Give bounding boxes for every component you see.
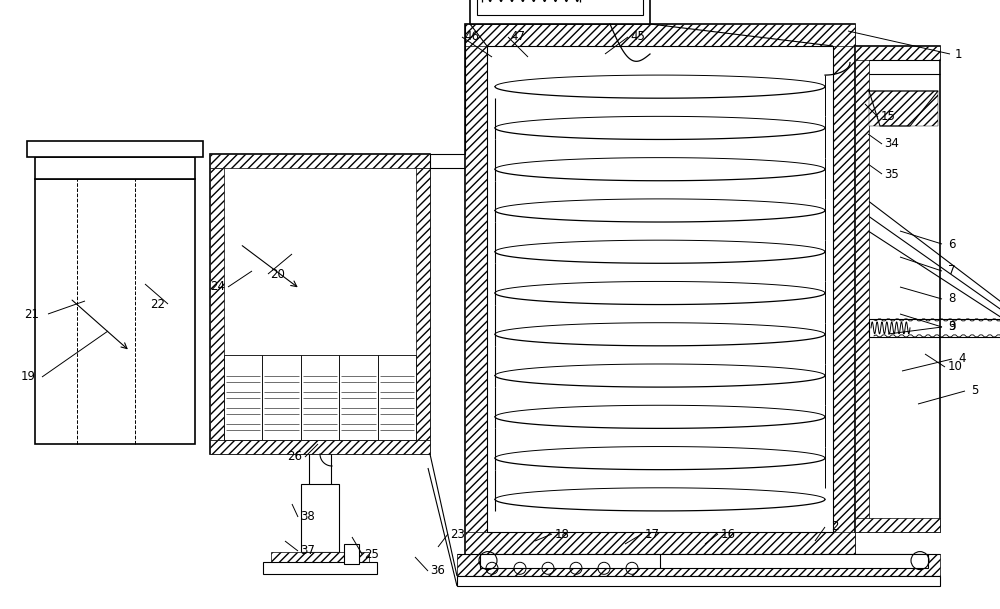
Bar <box>262 355 301 440</box>
Text: 46: 46 <box>464 30 480 43</box>
Text: 20: 20 <box>271 267 285 281</box>
Bar <box>480 554 928 568</box>
Text: 23: 23 <box>451 527 465 541</box>
Bar <box>263 562 377 574</box>
Bar <box>301 484 339 552</box>
Text: 9: 9 <box>948 320 956 334</box>
Text: 21: 21 <box>24 308 40 320</box>
Text: 47: 47 <box>511 30 526 43</box>
Text: 26: 26 <box>288 451 302 463</box>
Text: 2: 2 <box>831 521 839 533</box>
Bar <box>457 576 940 586</box>
Text: 38: 38 <box>301 510 315 524</box>
Bar <box>271 552 369 564</box>
Bar <box>378 355 416 440</box>
Bar <box>855 518 940 532</box>
Text: 17: 17 <box>644 527 660 541</box>
Bar <box>833 24 855 554</box>
Bar <box>301 355 339 440</box>
Text: 34: 34 <box>885 138 899 150</box>
Bar <box>869 91 938 126</box>
Bar <box>457 554 940 576</box>
Bar <box>470 0 650 24</box>
Text: 37: 37 <box>301 544 315 557</box>
Text: 22: 22 <box>150 298 166 311</box>
Bar <box>465 24 855 554</box>
Bar <box>855 46 869 532</box>
Text: 7: 7 <box>948 264 956 278</box>
Bar <box>210 168 224 440</box>
Text: 4: 4 <box>958 353 966 365</box>
Bar <box>416 168 430 440</box>
Text: 3: 3 <box>948 320 956 334</box>
Text: 19: 19 <box>21 370 36 384</box>
Text: 8: 8 <box>948 292 956 306</box>
Bar <box>210 154 430 454</box>
Bar <box>855 46 940 532</box>
Bar <box>465 24 855 46</box>
Bar <box>210 154 430 168</box>
Text: 1: 1 <box>954 48 962 60</box>
Text: 35: 35 <box>885 167 899 180</box>
Text: 15: 15 <box>881 110 895 124</box>
Bar <box>339 355 378 440</box>
Text: 16: 16 <box>720 527 736 541</box>
Text: 6: 6 <box>948 238 956 250</box>
Bar <box>465 24 487 554</box>
Bar <box>344 544 359 564</box>
Bar <box>210 440 430 454</box>
Bar <box>855 46 940 60</box>
Text: 10: 10 <box>948 361 962 373</box>
Text: 5: 5 <box>971 384 979 398</box>
Bar <box>477 0 643 15</box>
Text: 36: 36 <box>431 565 445 577</box>
Bar <box>224 355 262 440</box>
Text: 18: 18 <box>555 527 569 541</box>
Bar <box>465 532 855 554</box>
Text: 24: 24 <box>211 281 226 294</box>
Bar <box>35 157 195 179</box>
Text: 45: 45 <box>631 30 645 43</box>
Bar <box>27 141 203 157</box>
Text: 25: 25 <box>365 547 379 560</box>
Bar <box>35 179 195 444</box>
